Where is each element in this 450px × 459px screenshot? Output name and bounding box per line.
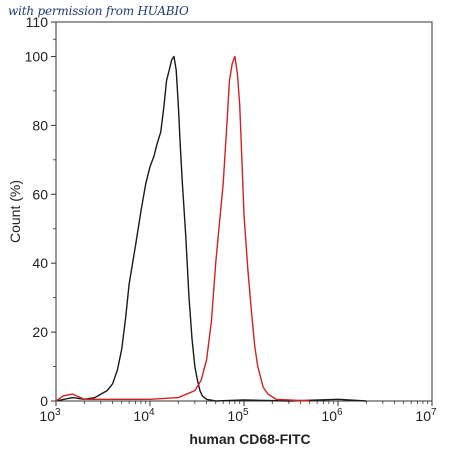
ticks-group: 103 104 105 106 107 0 20 40 60 80 100 110 bbox=[25, 14, 437, 424]
y-tick-label: 40 bbox=[32, 255, 48, 271]
x-tick-label: 104 bbox=[133, 407, 155, 424]
x-axis-label: human CD68-FITC bbox=[189, 431, 310, 447]
y-tick-label: 60 bbox=[32, 186, 48, 202]
x-tick-label: 103 bbox=[39, 407, 61, 424]
y-tick-label: 100 bbox=[25, 48, 49, 64]
y-tick-label: 110 bbox=[26, 14, 49, 30]
x-tick-label: 106 bbox=[321, 407, 343, 424]
histogram-series-line-1 bbox=[55, 55, 367, 402]
y-axis-label: Count (%) bbox=[7, 180, 23, 243]
y-tick-label: 0 bbox=[40, 393, 48, 409]
watermark-text: with permission from HUABIO bbox=[8, 4, 189, 18]
histogram-series-line-2 bbox=[55, 55, 310, 402]
y-tick-label: 20 bbox=[32, 324, 48, 340]
x-tick-label: 105 bbox=[227, 407, 249, 424]
y-tick-label: 80 bbox=[32, 117, 48, 133]
series-group bbox=[55, 55, 367, 402]
x-tick-label: 107 bbox=[415, 407, 437, 424]
